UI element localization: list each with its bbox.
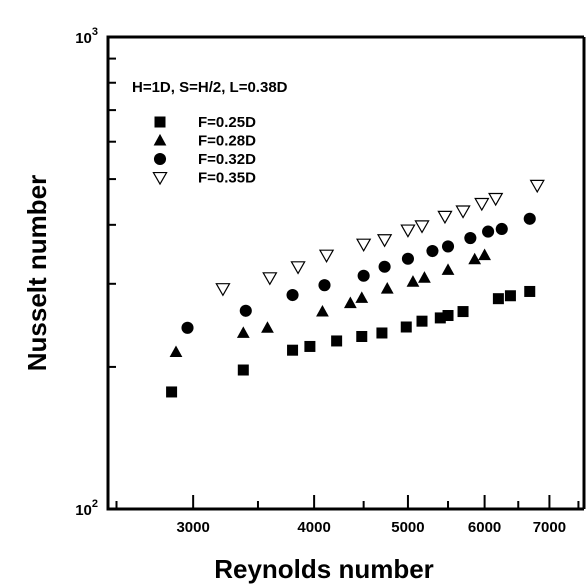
series-triangle — [169, 248, 491, 358]
data-point — [441, 263, 455, 275]
data-point — [478, 248, 491, 261]
legend-label: F=0.35D — [198, 170, 256, 187]
x-tick-label: 3000 — [176, 519, 209, 536]
x-axis-title: Reynolds number — [214, 554, 434, 584]
data-point — [286, 288, 299, 302]
data-point — [343, 296, 357, 309]
data-point — [316, 304, 329, 317]
data-point — [376, 234, 393, 248]
data-point — [474, 197, 490, 212]
data-point — [356, 330, 368, 342]
data-point — [400, 321, 412, 333]
axis-tick-labels: 102 103 3000 4000 5000 6000 7000 — [75, 26, 566, 536]
data-point — [355, 291, 369, 303]
data-point — [504, 290, 516, 302]
data-point — [318, 249, 335, 263]
legend-label: F=0.25D — [198, 114, 256, 131]
x-tick-label: 6000 — [468, 519, 501, 536]
data-point — [237, 364, 249, 376]
data-point — [418, 271, 431, 283]
plot-frame — [106, 35, 586, 511]
data-point — [356, 238, 372, 252]
data-point — [181, 321, 194, 334]
series-triangle-down — [215, 179, 545, 297]
y-axis-title: Nusselt number — [22, 175, 52, 372]
legend-label: F=0.32D — [198, 151, 256, 168]
y-tick-label: 103 — [75, 26, 98, 47]
series-circle — [181, 212, 536, 334]
data-point — [442, 310, 454, 322]
data-point — [437, 210, 453, 225]
legend-label: F=0.28D — [198, 133, 256, 150]
data-point — [529, 179, 545, 194]
x-tick-label: 7000 — [533, 519, 566, 536]
data-point — [376, 327, 388, 339]
data-point — [400, 224, 416, 238]
data-point — [457, 306, 469, 318]
data-point — [406, 275, 420, 287]
data-point — [426, 244, 439, 258]
legend-marker-circle — [153, 152, 167, 166]
data-point — [416, 315, 428, 327]
data-point — [304, 340, 316, 352]
data-point — [169, 345, 183, 358]
legend-marker-square — [154, 116, 166, 128]
data-point — [488, 192, 504, 207]
data-point — [468, 252, 482, 265]
data-point — [464, 232, 477, 245]
legend-marker-triangle-down — [152, 171, 168, 186]
data-point — [414, 220, 430, 234]
data-point — [495, 222, 508, 236]
series-square — [166, 285, 536, 398]
data-point — [287, 344, 299, 356]
data-point — [262, 272, 278, 286]
data-point — [290, 261, 306, 275]
data-point — [215, 283, 231, 297]
y-tick-label: 102 — [75, 498, 98, 519]
data-point — [380, 282, 394, 294]
chart-annotation: H=1D, S=H/2, L=0.38D — [132, 79, 288, 96]
axis-ticks — [108, 36, 580, 510]
data-point — [492, 293, 504, 305]
data-point — [236, 326, 250, 338]
x-tick-label: 4000 — [297, 519, 330, 536]
data-point — [524, 285, 536, 297]
data-point — [331, 335, 343, 347]
data-points — [166, 179, 545, 398]
data-point — [166, 386, 178, 398]
data-point — [482, 225, 495, 238]
x-tick-label: 5000 — [391, 519, 424, 536]
data-point — [455, 205, 471, 219]
data-point — [401, 252, 414, 265]
data-point — [261, 321, 274, 333]
data-point — [318, 279, 331, 292]
data-point — [441, 240, 455, 253]
data-point — [378, 260, 391, 273]
data-point — [357, 269, 370, 282]
data-point — [239, 304, 252, 317]
data-point — [523, 212, 536, 225]
legend-marker-triangle — [153, 133, 167, 146]
data-point — [434, 312, 446, 324]
